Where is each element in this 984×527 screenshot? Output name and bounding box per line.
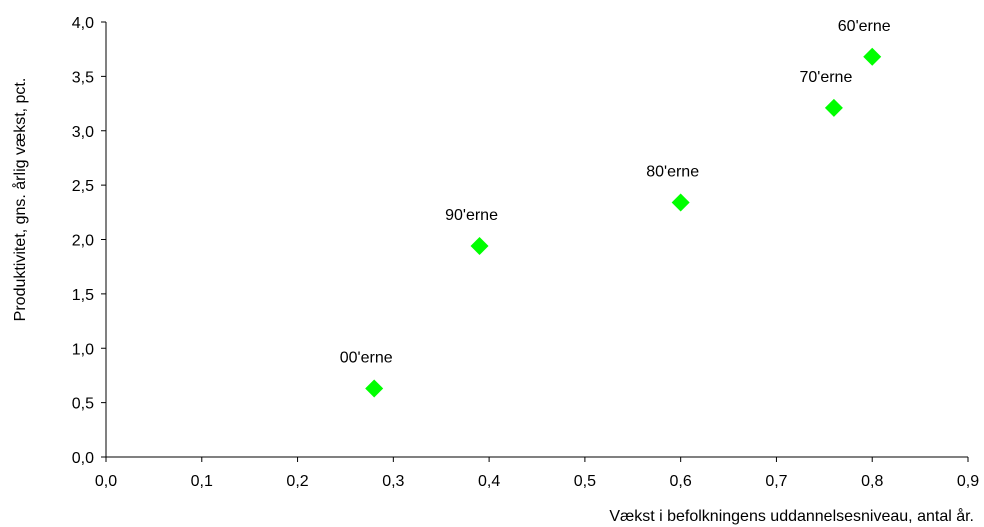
y-tick-label: 2,5	[72, 178, 94, 195]
x-axis-ticks: 0,0 0,1 0,2 0,3 0,4 0,5 0,6 0,7 0,8 0,9	[95, 457, 979, 490]
x-tick-label: 0,9	[957, 473, 979, 490]
y-tick-label: 1,0	[72, 341, 94, 358]
data-points: 60'erne 70'erne 80'erne 90'erne 00'erne	[340, 18, 891, 398]
y-axis-label: Produktivitet, gns. årlig vækst, pct.	[11, 78, 29, 322]
y-tick-label: 3,0	[72, 124, 94, 141]
x-axis-label: Vækst i befolkningens uddannelsesniveau,…	[609, 507, 974, 525]
x-tick-label: 0,0	[95, 473, 117, 490]
x-tick-label: 0,8	[861, 473, 883, 490]
data-point-marker	[365, 379, 384, 398]
data-point-label: 60'erne	[838, 18, 891, 35]
data-point-label: 70'erne	[799, 69, 852, 86]
x-tick-label: 0,6	[670, 473, 692, 490]
y-tick-label: 1,5	[72, 287, 94, 304]
data-point-marker	[863, 47, 882, 66]
x-tick-label: 0,7	[765, 473, 787, 490]
y-tick-label: 3,5	[72, 69, 94, 86]
data-point-label: 80'erne	[646, 164, 699, 181]
data-point-marker	[470, 237, 489, 256]
data-point-label: 90'erne	[445, 207, 498, 224]
data-point-label: 00'erne	[340, 349, 393, 366]
x-tick-label: 0,3	[382, 473, 404, 490]
y-tick-label: 0,5	[72, 396, 94, 413]
x-tick-label: 0,1	[191, 473, 213, 490]
x-tick-label: 0,5	[574, 473, 596, 490]
y-tick-label: 0,0	[72, 450, 94, 467]
data-point-marker	[824, 98, 843, 117]
x-tick-label: 0,4	[478, 473, 500, 490]
y-tick-label: 4,0	[72, 15, 94, 32]
y-tick-label: 2,0	[72, 233, 94, 250]
x-tick-label: 0,2	[286, 473, 308, 490]
data-point-marker	[671, 193, 690, 212]
y-axis-ticks: 0,0 0,5 1,0 1,5 2,0 2,5 3,0 3,5 4,0	[72, 15, 106, 467]
